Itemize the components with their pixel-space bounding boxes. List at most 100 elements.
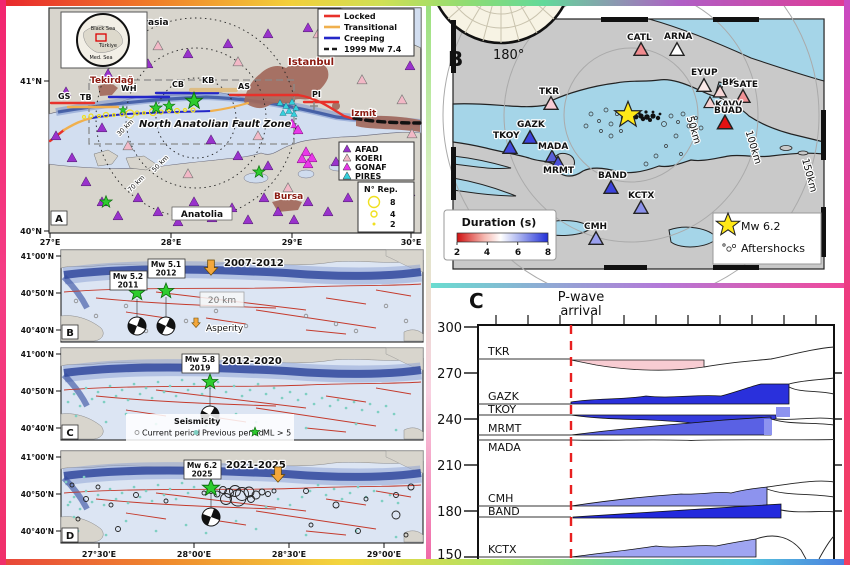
- svg-text:28°00'E: 28°00'E: [177, 550, 211, 559]
- svg-text:40°N: 40°N: [20, 227, 42, 236]
- svg-text:BAND: BAND: [598, 171, 627, 181]
- panel-c-left-label: C: [66, 428, 73, 439]
- label-istanbul: Istanbul: [288, 57, 334, 68]
- svg-text:CMH: CMH: [488, 492, 513, 505]
- network-legend: AFAD KOERI GONAF PIRES: [338, 141, 415, 181]
- event-label-2012: Mw 5.1 2012: [147, 258, 186, 279]
- inset-globe: Black Sea Türkiye Med. Sea: [60, 11, 148, 69]
- svg-text:PI: PI: [312, 90, 321, 99]
- svg-text:Aftershocks: Aftershocks: [741, 242, 805, 255]
- figure-content: 30 km 50 km 70 km: [6, 6, 844, 559]
- segment-labels: GS TB WH CB KB AS PI: [57, 75, 322, 103]
- panel-c-right-label: C: [469, 289, 484, 313]
- svg-text:KCTX: KCTX: [628, 191, 654, 201]
- svg-text:Mw 5.2: Mw 5.2: [113, 272, 143, 281]
- svg-text:240: 240: [437, 413, 462, 428]
- svg-text:8: 8: [390, 198, 396, 207]
- svg-text:27°E: 27°E: [40, 238, 61, 246]
- svg-text:CMH: CMH: [584, 222, 607, 232]
- station-labels-b-right: CATL ARNA EYUP BK SATE KAVV BUAD TKR GAZ…: [492, 31, 759, 233]
- distance-rings-b: [442, 6, 820, 283]
- waveform-envelopes: [570, 346, 835, 559]
- svg-text:41°N: 41°N: [20, 77, 42, 86]
- seismicity-legend: Seismicity Current period Previous perio…: [126, 414, 294, 441]
- svg-text:KB: KB: [202, 76, 214, 85]
- svg-text:ML > 5: ML > 5: [263, 429, 291, 438]
- svg-text:40°50'N: 40°50'N: [21, 289, 54, 298]
- rainbow-border-right: [844, 0, 850, 565]
- svg-text:Mw 5.1: Mw 5.1: [151, 260, 181, 269]
- panel-c-map-2012-2020: Mw 5.8 2019 2012-2020 Seismicity Current…: [21, 344, 426, 447]
- station-baselines: [478, 358, 571, 558]
- svg-text:CATL: CATL: [627, 33, 652, 43]
- y-axis: 300 270 240 210 180 150: [437, 321, 842, 559]
- svg-text:KCTX: KCTX: [488, 543, 517, 556]
- event-label-2019: Mw 5.8 2019: [181, 353, 220, 374]
- label-tekirdag: Tekirdağ: [90, 76, 134, 86]
- svg-text:29°E: 29°E: [282, 238, 303, 246]
- svg-text:TKR: TKR: [539, 87, 559, 97]
- svg-text:TKR: TKR: [487, 345, 510, 358]
- rainbow-border-top: [0, 0, 850, 6]
- svg-text:29°00'E: 29°00'E: [367, 550, 401, 559]
- left-column: 30 km 50 km 70 km: [6, 6, 426, 559]
- top-ticks: [495, 315, 817, 325]
- svg-text:27°30'E: 27°30'E: [82, 550, 116, 559]
- rainbow-border-bottom: [0, 559, 850, 565]
- panel-d-left-label: D: [66, 531, 74, 542]
- svg-text:GONAF: GONAF: [355, 163, 387, 172]
- svg-text:KOERI: KOERI: [355, 154, 382, 163]
- repeater-circles: [81, 107, 196, 120]
- svg-text:EYUP: EYUP: [691, 68, 718, 78]
- panel-c-yaxis: 41°00'N 40°50'N 40°40'N: [21, 350, 61, 433]
- svg-text:GS: GS: [58, 92, 71, 101]
- svg-text:6: 6: [515, 248, 521, 258]
- panel-b-yaxis: 41°00'N 40°50'N 40°40'N: [21, 252, 61, 335]
- period-label-b: 2007-2012: [224, 258, 284, 269]
- svg-text:28°30'E: 28°30'E: [272, 550, 306, 559]
- waveform-station-labels: TKR GAZK TKOY MRMT MADA CMH BAND KCTX: [487, 345, 522, 556]
- event-label-2025: Mw 6.2 2025: [183, 459, 222, 480]
- fault-legend: Locked Transitional Creeping 1999 Mw 7.4: [317, 8, 415, 57]
- svg-text:MRMT: MRMT: [543, 166, 575, 176]
- svg-text:AS: AS: [238, 82, 250, 91]
- svg-text:ARNA: ARNA: [664, 32, 692, 42]
- svg-text:KAVV: KAVV: [715, 100, 742, 110]
- svg-text:2: 2: [454, 248, 460, 258]
- gonaf-cross-marker: [310, 102, 318, 110]
- svg-text:40°50'N: 40°50'N: [21, 387, 54, 396]
- map-frame-ticks: [451, 17, 826, 270]
- svg-text:CB: CB: [172, 80, 184, 89]
- svg-text:BUAD: BUAD: [714, 106, 742, 116]
- svg-text:300: 300: [437, 321, 462, 336]
- svg-text:4: 4: [484, 248, 490, 258]
- column-divider: [426, 6, 431, 559]
- event-label-2011: Mw 5.2 2011: [109, 270, 148, 291]
- svg-text:SATE: SATE: [733, 80, 758, 90]
- scale-bar: 20 km: [199, 291, 245, 308]
- svg-text:2019: 2019: [190, 364, 211, 373]
- svg-text:40°50'N: 40°50'N: [21, 490, 54, 499]
- seismicity-current-b: [73, 298, 409, 334]
- panel-d-map-2021-2025: Mw 6.2 2025 2021-2025 D 41°00'N 40°50'N …: [21, 447, 426, 559]
- panel-d-axes: 41°00'N 40°50'N 40°40'N 27°30'E 28°00'E …: [21, 453, 401, 559]
- svg-text:Türkiye: Türkiye: [98, 43, 117, 49]
- svg-text:WH: WH: [121, 84, 137, 93]
- svg-text:MRMT: MRMT: [488, 422, 522, 435]
- svg-text:MADA: MADA: [488, 441, 521, 454]
- panel-b-right-station-map: 50km 100km 150km: [437, 6, 826, 283]
- svg-text:Locked: Locked: [344, 12, 376, 21]
- panel-b-left-label: B: [66, 328, 74, 339]
- svg-text:BK: BK: [722, 78, 737, 88]
- svg-text:2011: 2011: [118, 281, 139, 290]
- svg-text:41°00'N: 41°00'N: [21, 453, 54, 462]
- panel-c-right-waveforms: C P-wave arrival 300 270 240 210 180 150: [437, 289, 842, 559]
- svg-text:2: 2: [390, 220, 396, 229]
- period-label-c: 2012-2020: [222, 356, 282, 367]
- svg-text:PIRES: PIRES: [355, 172, 381, 181]
- svg-text:Transitional: Transitional: [344, 23, 397, 32]
- svg-text:41°00'N: 41°00'N: [21, 350, 54, 359]
- seismicity-previous-d: [64, 475, 400, 541]
- svg-text:BAND: BAND: [488, 505, 520, 518]
